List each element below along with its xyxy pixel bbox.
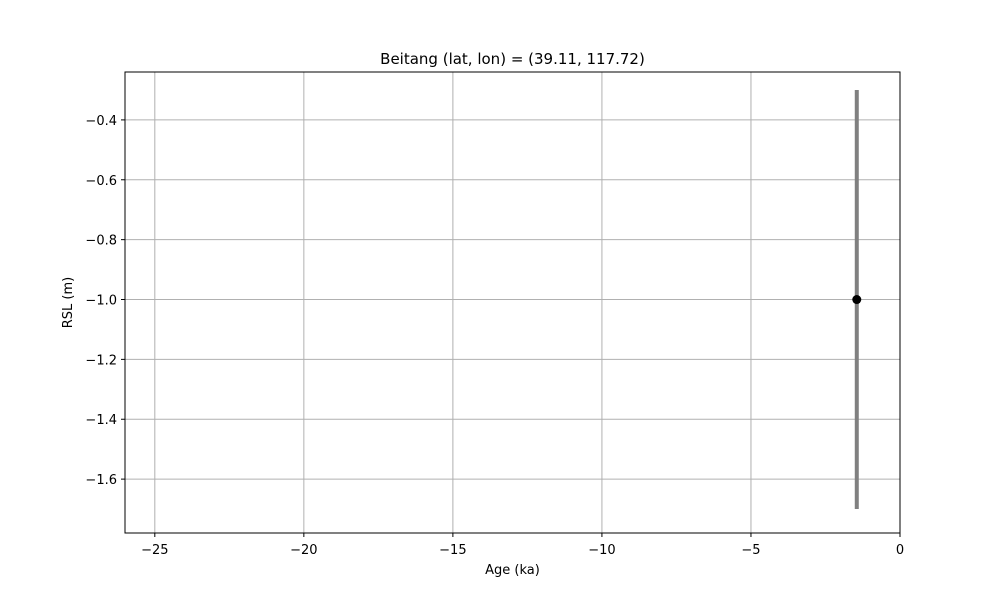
- x-axis-label: Age (ka): [485, 563, 540, 578]
- x-tick-label: −10: [588, 543, 615, 558]
- data-point: [852, 295, 862, 305]
- chart-title: Beitang (lat, lon) = (39.11, 117.72): [380, 50, 645, 68]
- plot-frame: [124, 71, 901, 534]
- y-axis-label: RSL (m): [61, 277, 76, 328]
- x-tick-label: −20: [290, 543, 317, 558]
- axis-ticks: −25 −20 −15 −10 −5 0 −0.4 −0.6 −0.8 −1.0 −1.2 −1.4 −…: [85, 114, 904, 558]
- y-tick-label: −0.8: [85, 234, 117, 249]
- grid: [125, 72, 901, 533]
- y-tick-label: −1.4: [85, 413, 117, 428]
- y-tick-label: −1.0: [85, 294, 117, 309]
- data-series: [852, 89, 862, 510]
- y-tick-label: −0.4: [85, 114, 117, 129]
- x-tick-label: −25: [141, 543, 168, 558]
- y-tick-label: −1.6: [85, 473, 117, 488]
- x-tick-label: 0: [896, 543, 904, 558]
- y-tick-label: −1.2: [85, 353, 117, 368]
- y-tick-label: −0.6: [85, 174, 117, 189]
- x-tick-label: −15: [439, 543, 466, 558]
- x-tick-label: −5: [741, 543, 760, 558]
